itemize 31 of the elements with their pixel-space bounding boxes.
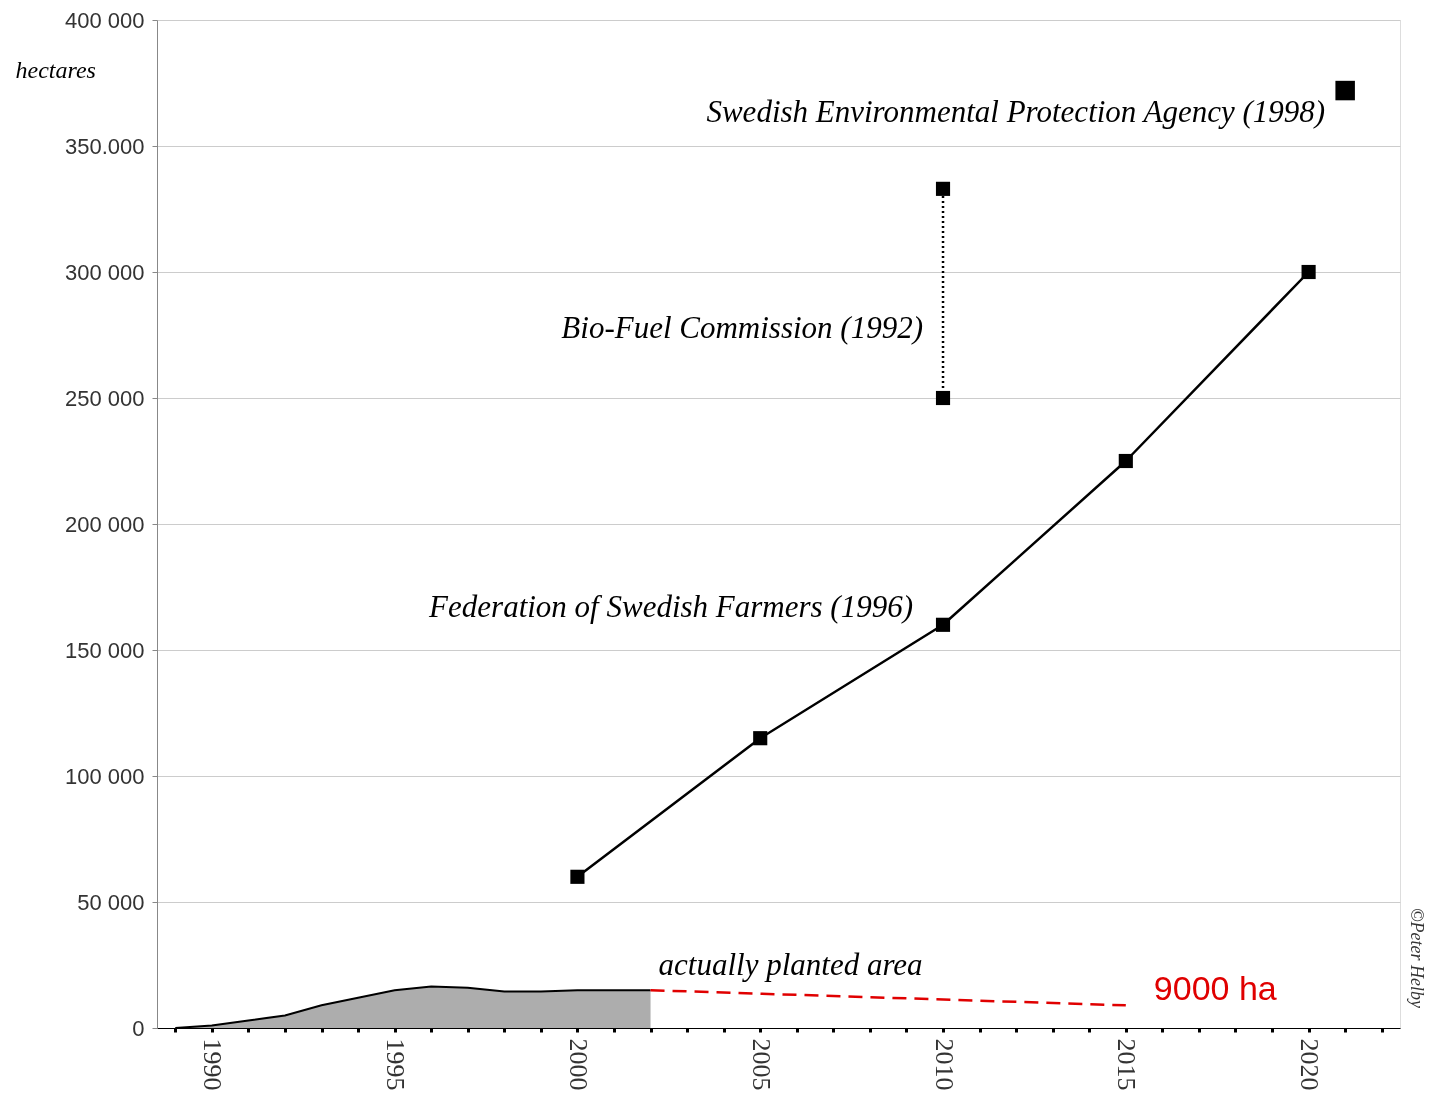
x-tick-label: 1990 xyxy=(198,1038,228,1091)
y-tick-label: 50 000 xyxy=(77,889,145,915)
y-tick-label: 150 000 xyxy=(64,637,145,663)
y-tick-label: 0 xyxy=(132,1015,145,1041)
point xyxy=(1118,453,1133,469)
y-tick-label: 100 000 xyxy=(64,763,145,789)
series-label: Bio-Fuel Commission (1992) xyxy=(561,310,924,345)
series-label: actually planted area xyxy=(658,947,923,983)
x-tick-label: 2015 xyxy=(1112,1038,1142,1091)
point xyxy=(753,731,768,746)
point xyxy=(1301,264,1316,280)
point xyxy=(935,617,951,632)
y-axis-title: hectares xyxy=(15,56,96,83)
point xyxy=(935,181,951,196)
x-tick-label: 2010 xyxy=(929,1038,959,1091)
x-tick-label: 2020 xyxy=(1295,1038,1325,1091)
point xyxy=(1335,80,1355,101)
series-label: Swedish Environmental Protection Agency (1998) xyxy=(706,93,1326,129)
data-label: 9000 ha xyxy=(1153,969,1277,1008)
y-tick-label: 250 000 xyxy=(64,385,145,411)
y-tick-label: 350.000 xyxy=(64,133,145,159)
point xyxy=(935,390,951,406)
y-tick-label: 300 000 xyxy=(64,259,145,285)
x-tick-label: 1995 xyxy=(381,1038,411,1091)
series-label: Federation of Swedish Farmers (1996) xyxy=(428,588,914,624)
y-tick-label: 400 000 xyxy=(64,7,145,33)
x-tick-label: 2005 xyxy=(746,1038,776,1091)
y-tick-label: 200 000 xyxy=(64,511,145,537)
text: ©Peter Helby xyxy=(1407,907,1427,1009)
x-tick-label: 2000 xyxy=(563,1038,593,1091)
point xyxy=(570,869,585,884)
